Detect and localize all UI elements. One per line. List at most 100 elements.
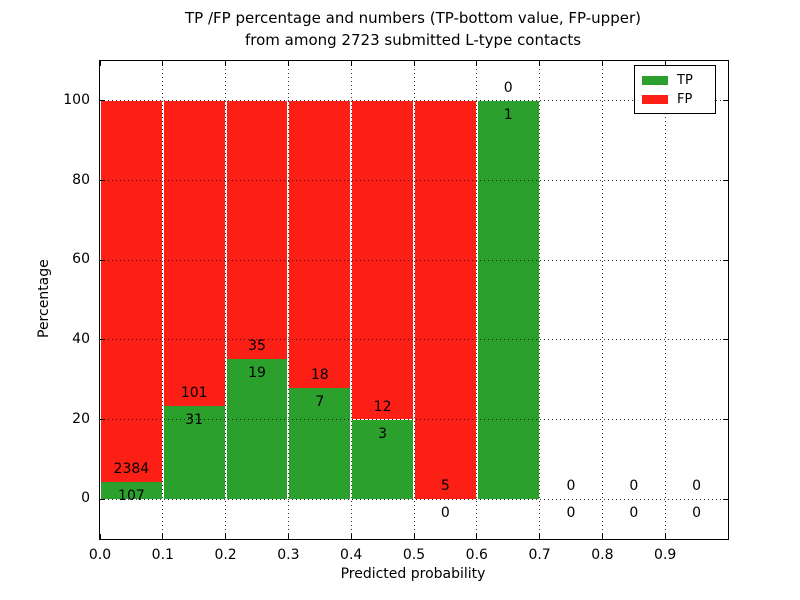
fp-count-label: 18: [310, 366, 329, 383]
x-tick-bottom: [99, 534, 101, 539]
x-tick-label: 0.3: [277, 547, 300, 563]
chart-title-line2: from among 2723 submitted L-type contact…: [244, 31, 582, 49]
x-tick-bottom: [413, 534, 415, 539]
x-tick-top: [664, 61, 666, 66]
chart-title-line1: TP /FP percentage and numbers (TP-bottom…: [185, 9, 641, 27]
x-gridline: [664, 61, 666, 539]
fp-count-label: 0: [566, 478, 576, 495]
x-tick-bottom: [601, 534, 603, 539]
x-tick-bottom: [162, 534, 164, 539]
x-tick-top: [99, 61, 101, 66]
plot-area: TP FP 0 20 40 60 80 100 0.0 0.1 0.2 0.3 0.4 0.5 0.6 0…: [63, 60, 729, 563]
fp-bar: [415, 100, 476, 500]
fp-bar: [226, 100, 288, 359]
x-tick-bottom: [664, 534, 666, 539]
fp-count-label: 12: [373, 398, 392, 415]
legend-entry-tp: TP: [642, 71, 708, 90]
fp-count-label: 0: [629, 478, 639, 495]
x-tick-bottom: [476, 534, 478, 539]
y-tick-label: 100: [63, 91, 90, 108]
x-tick-label: 0.0: [88, 547, 112, 563]
x-gridline: [162, 61, 164, 539]
tp-count-label: 0: [566, 505, 576, 522]
tp-legend-swatch: [642, 76, 668, 85]
x-tick-label: 0.5: [402, 547, 426, 563]
x-tick-top: [350, 61, 352, 66]
x-axis-label: Predicted probability: [340, 566, 486, 582]
y-tick-label: 80: [72, 171, 90, 188]
x-gridline: [539, 61, 541, 539]
x-tick-bottom: [350, 534, 352, 539]
y-tick-left: [100, 419, 105, 420]
tp-count-label: 19: [248, 364, 266, 381]
x-tick-top: [287, 61, 289, 66]
y-tick-right: [723, 100, 728, 102]
x-tick-label: 0.8: [591, 547, 614, 563]
tp-bar: [101, 482, 162, 500]
tp-bar: [289, 387, 351, 500]
fp-bar: [163, 100, 225, 406]
x-tick-label: 0.1: [151, 547, 174, 563]
x-gridline: [287, 61, 289, 539]
x-tick-bottom: [539, 534, 541, 539]
x-tick-top: [162, 61, 164, 66]
fp-bar: [101, 100, 162, 483]
fp-legend-swatch: [642, 95, 668, 104]
y-tick-left: [100, 259, 105, 261]
y-tick-label: 60: [72, 251, 90, 268]
x-tick-top: [601, 61, 603, 66]
y-tick-left: [100, 180, 105, 181]
legend-entry-fp: FP: [642, 90, 708, 109]
x-gridline: [413, 61, 415, 539]
tp-count-label: 3: [378, 425, 388, 442]
y-tick-right: [723, 419, 728, 420]
fp-bar: [289, 100, 351, 388]
fp-count-label: 5: [440, 478, 450, 495]
fp-count-label: 0: [692, 478, 702, 495]
tp-count-label: 0: [440, 505, 450, 522]
fp-count-label: 35: [248, 337, 266, 354]
tp-count-label: 0: [692, 505, 702, 522]
tp-count-label: 0: [629, 505, 639, 522]
legend: TP FP: [634, 65, 716, 114]
x-tick-bottom: [225, 534, 227, 539]
y-axis-label: Percentage: [36, 259, 52, 339]
x-tick-label: 0.9: [654, 547, 677, 563]
fp-count-label: 2384: [113, 461, 150, 478]
y-tick-left: [100, 100, 105, 102]
x-gridline: [225, 61, 227, 539]
x-gridline: [476, 61, 478, 539]
tp-legend-label: TP: [677, 73, 693, 88]
x-tick-top: [476, 61, 478, 66]
x-tick-label: 0.2: [214, 547, 237, 563]
x-gridline: [350, 61, 352, 539]
x-gridline: [601, 61, 603, 539]
y-tick-right: [723, 259, 728, 261]
x-tick-top: [413, 61, 415, 66]
y-tick-right: [723, 180, 728, 181]
x-tick-label: 0.6: [465, 547, 488, 563]
fp-count-label: 0: [503, 79, 513, 96]
y-tick-right: [723, 498, 728, 500]
chart-title: TP /FP percentage and numbers (TP-bottom…: [99, 7, 727, 51]
fp-count-label: 101: [180, 384, 208, 401]
tp-count-label: 1: [503, 106, 513, 123]
y-tick-label: 40: [72, 330, 90, 347]
x-tick-top: [225, 61, 227, 66]
y-tick-label: 0: [81, 490, 90, 507]
tp-bar: [352, 419, 413, 500]
tp-bar: [163, 405, 225, 500]
x-tick-label: 0.7: [528, 547, 551, 563]
tp-count-label: 7: [315, 393, 325, 410]
y-tick-left: [100, 498, 105, 500]
tp-count-label: 107: [118, 488, 145, 505]
y-tick-right: [723, 339, 728, 341]
tp-bar: [226, 358, 288, 500]
tp-count-label: 31: [185, 411, 204, 428]
tp-bar: [477, 100, 539, 500]
y-tick-left: [100, 339, 105, 341]
x-tick-top: [539, 61, 541, 66]
x-tick-label: 0.4: [340, 547, 363, 563]
x-tick-bottom: [287, 534, 289, 539]
